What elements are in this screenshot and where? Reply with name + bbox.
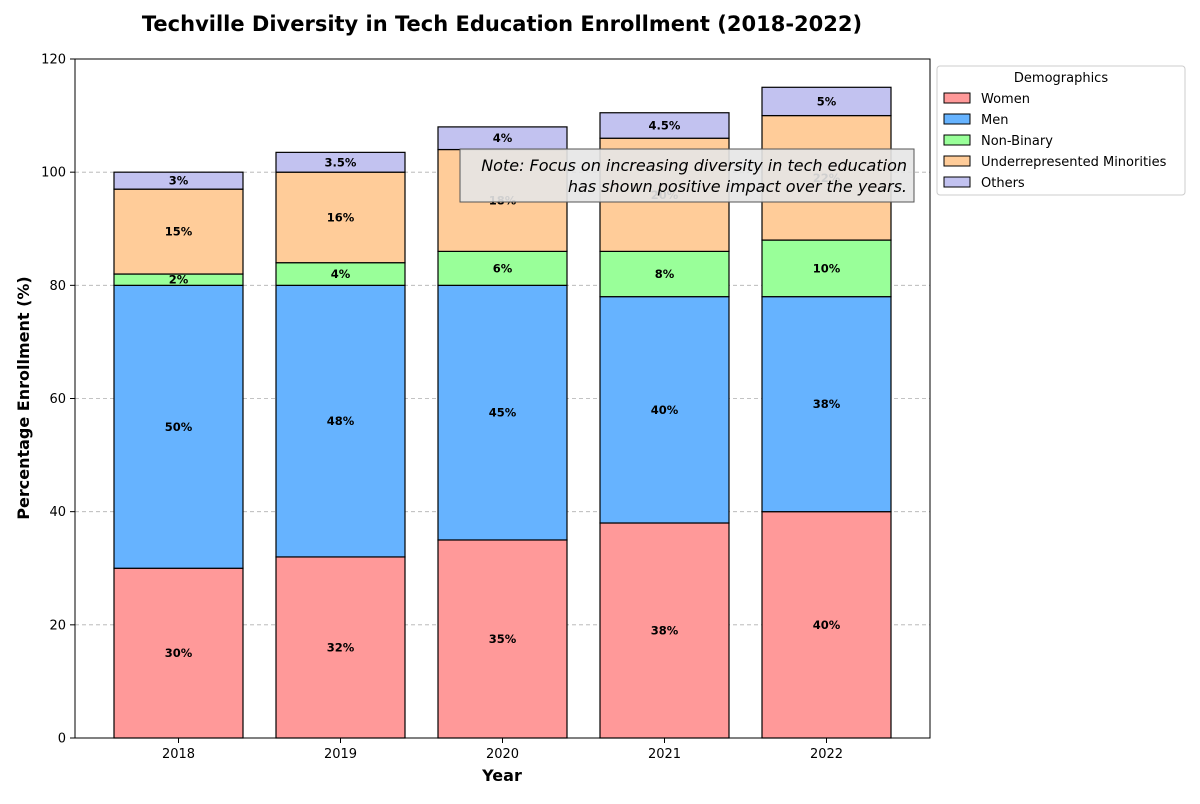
data-label-non-binary-2022: 10% [813, 261, 841, 275]
data-label-underrepresented-minorities-2018: 15% [165, 225, 193, 239]
data-label-men-2022: 38% [813, 397, 841, 411]
legend: Demographics Women Men Non-Binary Underrepr… [936, 65, 1186, 196]
data-label-men-2020: 45% [489, 406, 517, 420]
y-tick-label: 100 [41, 166, 66, 181]
y-tick-label: 20 [49, 618, 66, 633]
bar-men-2018 [113, 284, 244, 569]
bar-women-2018 [113, 567, 244, 739]
x-tick-label-2018: 2018 [162, 747, 195, 762]
data-label-women-2019: 32% [327, 640, 355, 654]
bar-men-2019 [275, 284, 406, 558]
axes: 0 20 40 60 80 100 120 2018 2019 2020 2021 2022 [41, 53, 931, 762]
annotation-background [459, 148, 915, 203]
legend-swatch-non-binary [943, 134, 971, 146]
data-label-women-2020: 35% [489, 632, 517, 646]
legend-swatch-women [943, 92, 971, 104]
data-label-others-2022: 5% [817, 94, 837, 108]
data-label-others-2019: 3.5% [325, 155, 357, 169]
legend-swatch-underrepresented-minorities [943, 155, 971, 167]
data-label-women-2018: 30% [165, 646, 193, 660]
data-label-others-2020: 4% [493, 131, 513, 145]
y-tick-label: 120 [41, 53, 66, 68]
y-axis-label: Percentage Enrollment (%) [14, 276, 33, 519]
bar-non-binary-2022 [761, 239, 892, 298]
annotation-line-2: has shown positive impact over the years… [568, 177, 907, 196]
legend-label-men: Men [981, 113, 1008, 128]
bar-men-2022 [761, 296, 892, 513]
bar-others-2021 [599, 112, 730, 139]
y-tick-label: 40 [49, 505, 66, 520]
x-tick-label-2019: 2019 [324, 747, 357, 762]
annotation-line-1: Note: Focus on increasing diversity in t… [481, 156, 907, 175]
bar-others-2019 [275, 151, 406, 173]
y-tick-label: 60 [49, 392, 66, 407]
data-label-non-binary-2021: 8% [655, 267, 675, 281]
bar-others-2018 [113, 171, 244, 190]
data-label-others-2018: 3% [169, 174, 189, 188]
data-label-others-2021: 4.5% [649, 118, 681, 132]
bar-women-2019 [275, 556, 406, 739]
data-label-underrepresented-minorities-2019: 16% [327, 210, 355, 224]
data-label-non-binary-2019: 4% [331, 267, 351, 281]
x-axis-label: Year [481, 766, 522, 785]
legend-label-underrepresented-minorities: Underrepresented Minorities [981, 155, 1167, 170]
data-label-women-2021: 38% [651, 623, 679, 637]
y-tick-label: 0 [58, 732, 66, 747]
bar-others-2022 [761, 86, 892, 117]
legend-swatch-men [943, 113, 971, 125]
y-tick-label: 80 [49, 279, 66, 294]
legend-swatch-others [943, 176, 971, 188]
data-label-men-2021: 40% [651, 403, 679, 417]
data-label-women-2022: 40% [813, 618, 841, 632]
legend-title: Demographics [1014, 71, 1108, 86]
data-label-men-2019: 48% [327, 414, 355, 428]
legend-label-non-binary: Non-Binary [981, 134, 1053, 149]
bar-men-2021 [599, 296, 730, 524]
data-label-non-binary-2020: 6% [493, 261, 513, 275]
x-tick-label-2021: 2021 [648, 747, 681, 762]
x-tick-label-2022: 2022 [810, 747, 843, 762]
legend-label-women: Women [981, 92, 1030, 107]
bar-underrepresented-minorities-2018 [113, 188, 244, 275]
bar-non-binary-2021 [599, 250, 730, 298]
data-label-men-2018: 50% [165, 420, 193, 434]
bar-underrepresented-minorities-2019 [275, 171, 406, 264]
annotation-box: Note: Focus on increasing diversity in t… [459, 148, 915, 203]
data-label-non-binary-2018: 2% [169, 273, 189, 287]
x-tick-label-2020: 2020 [486, 747, 519, 762]
legend-label-others: Others [981, 176, 1025, 191]
legend-items: Women Men Non-Binary Underrepresented Minor… [943, 92, 1167, 191]
bar-non-binary-2020 [437, 250, 568, 286]
legend-frame [936, 65, 1186, 196]
chart-title: Techville Diversity in Tech Education En… [142, 12, 862, 36]
